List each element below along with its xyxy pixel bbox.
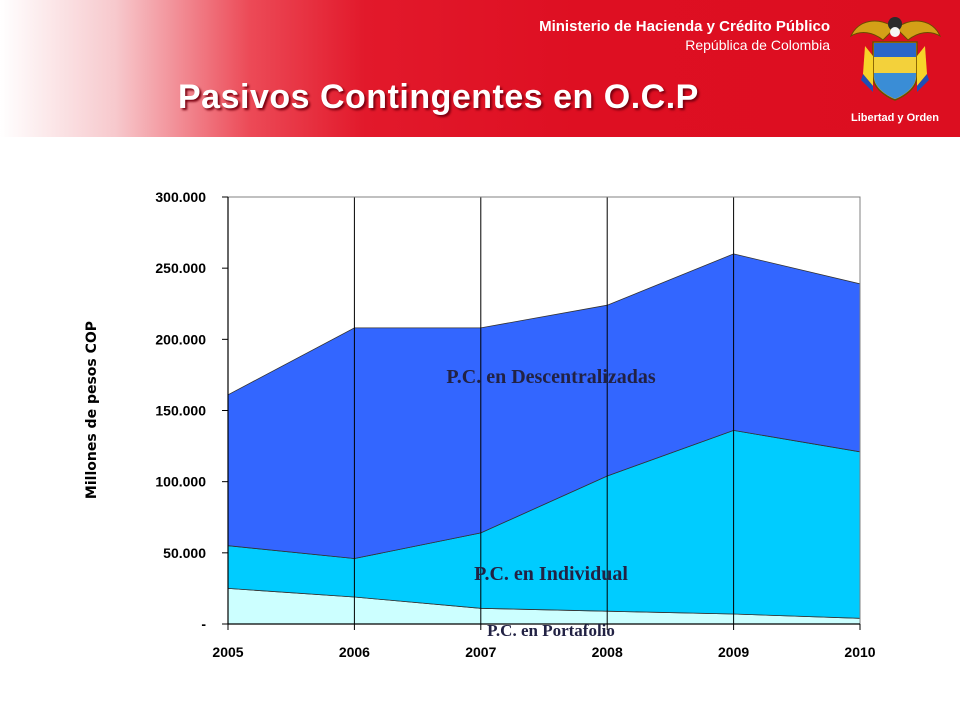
ministry-name: Ministerio de Hacienda y Crédito Público bbox=[539, 18, 830, 35]
motto-text: Libertad y Orden bbox=[851, 112, 939, 124]
x-tick-labels: 2005 2006 2007 2008 2009 2010 bbox=[212, 624, 876, 660]
x-tick-label: 2005 bbox=[212, 644, 243, 660]
ministry-block: Ministerio de Hacienda y Crédito Público… bbox=[539, 18, 830, 54]
label-individual: P.C. en Individual bbox=[474, 563, 628, 585]
y-tick-label: 50.000 bbox=[163, 545, 206, 561]
y-axis-label: Millones de pesos COP bbox=[84, 321, 100, 499]
y-tick-labels: - 50.000 100.000 150.000 200.000 250.000 300.0… bbox=[155, 189, 228, 632]
y-tick-label: - bbox=[201, 616, 206, 632]
x-tick-label: 2006 bbox=[339, 644, 370, 660]
x-tick-label: 2010 bbox=[844, 644, 875, 660]
y-tick-label: 150.000 bbox=[155, 403, 206, 419]
y-tick-label: 200.000 bbox=[155, 331, 206, 347]
vertical-gridlines bbox=[353, 197, 735, 624]
country-name: República de Colombia bbox=[685, 37, 830, 53]
page-title: Pasivos Contingentes en O.C.P bbox=[178, 78, 699, 116]
header-banner: Ministerio de Hacienda y Crédito Público… bbox=[0, 0, 960, 137]
area-labels: P.C. en Portafolio P.C. en Individual P.C.… bbox=[446, 366, 655, 640]
x-tick-label: 2008 bbox=[592, 644, 623, 660]
y-tick-label: 100.000 bbox=[155, 474, 206, 490]
label-descentralizadas: P.C. en Descentralizadas bbox=[446, 366, 655, 388]
x-tick-label: 2007 bbox=[465, 644, 496, 660]
y-tick-label: 300.000 bbox=[155, 189, 206, 205]
y-tick-label: 250.000 bbox=[155, 260, 206, 276]
x-tick-label: 2009 bbox=[718, 644, 749, 660]
colombia-coat-of-arms-icon: Libertad y Orden bbox=[849, 17, 942, 124]
label-portafolio: P.C. en Portafolio bbox=[487, 621, 615, 640]
